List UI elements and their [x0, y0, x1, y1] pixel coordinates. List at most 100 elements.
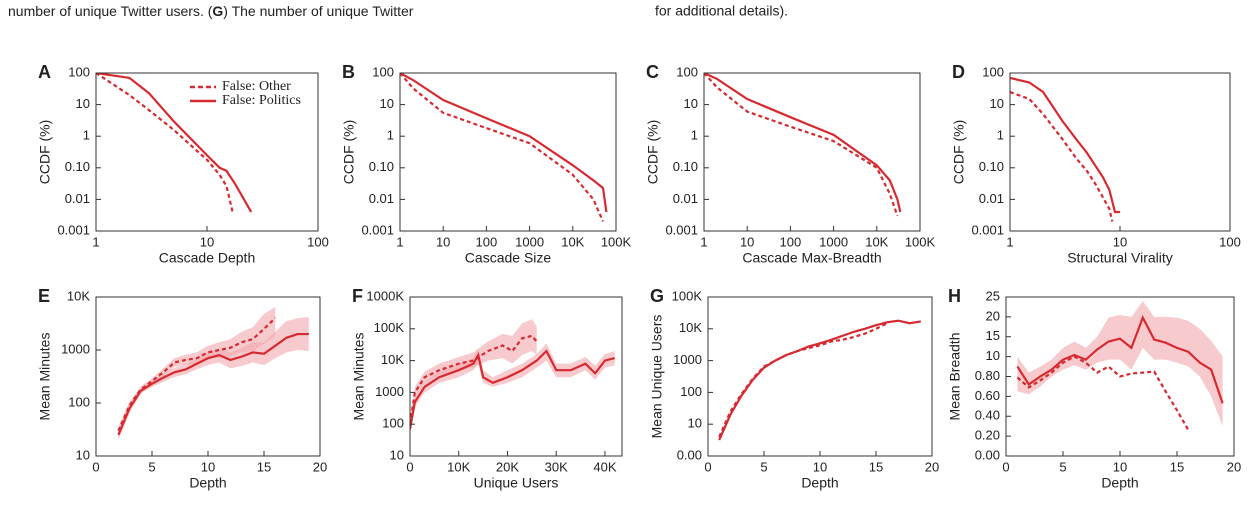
x-axis-label: Depth [189, 475, 226, 491]
y-tick-label: 0.001 [57, 222, 90, 237]
x-tick-label: 10 [1113, 459, 1127, 474]
x-axis-label: Depth [1101, 475, 1138, 491]
x-tick-label: 10K [447, 459, 470, 474]
panel-label: B [342, 62, 355, 82]
caption-text: number of unique Twitter users. ( [8, 3, 213, 19]
series-line [96, 73, 253, 213]
y-tick-label: 10K [679, 320, 702, 335]
y-tick-label: 1 [691, 128, 698, 143]
legend-label: False: Politics [222, 93, 301, 108]
y-tick-label: 10 [688, 416, 702, 431]
x-tick-label: 1 [396, 234, 403, 249]
x-tick-label: 10 [1113, 234, 1127, 249]
x-tick-label: 10 [200, 234, 214, 249]
x-tick-label: 100 [307, 234, 329, 249]
y-tick-label: 1 [997, 128, 1004, 143]
y-tick-label: 0.01 [979, 191, 1004, 206]
x-tick-label: 10 [740, 234, 754, 249]
x-tick-label: 1 [700, 234, 707, 249]
x-tick-label: 1 [92, 234, 99, 249]
x-tick-label: 100 [780, 234, 802, 249]
series-line [1016, 314, 1224, 404]
y-tick-label: 1000 [673, 352, 702, 367]
y-tick-label: 0.10 [979, 159, 1004, 174]
y-tick-label: 1 [83, 128, 90, 143]
x-tick-label: 0 [406, 459, 413, 474]
y-axis-label: Mean Minutes [351, 333, 367, 421]
y-tick-label: 100 [68, 64, 90, 79]
y-axis-label: CCDF (%) [37, 120, 53, 185]
confidence-band [118, 306, 276, 435]
y-tick-label: 0.00 [975, 447, 1000, 462]
y-tick-label: 1000 [61, 341, 90, 356]
y-tick-label: 0.10 [65, 159, 90, 174]
x-axis-label: Unique Users [474, 475, 559, 491]
x-tick-label: 15 [1170, 459, 1184, 474]
x-tick-label: 20 [925, 459, 939, 474]
y-tick-label: 25 [986, 288, 1000, 303]
y-tick-label: 100K [672, 288, 703, 303]
series-line [410, 334, 538, 425]
panel-label: C [646, 62, 659, 82]
series-line [400, 73, 608, 213]
y-tick-label: 10 [684, 96, 698, 111]
y-tick-label: 100K [374, 320, 405, 335]
caption-text: ) The number of unique Twitter [223, 3, 413, 19]
legend-label: False: Other [222, 79, 291, 94]
y-tick-label: 0.00 [677, 447, 702, 462]
panel-label: H [948, 286, 961, 306]
x-tick-label: 100 [1219, 234, 1241, 249]
plot-frame [409, 296, 623, 457]
x-tick-label: 10 [813, 459, 827, 474]
x-tick-label: 20 [313, 459, 327, 474]
x-tick-label: 20K [496, 459, 519, 474]
x-tick-label: 1000 [819, 234, 848, 249]
plot-frame [703, 72, 921, 232]
y-axis-label: CCDF (%) [951, 120, 967, 185]
x-tick-label: 10K [561, 234, 584, 249]
x-tick-label: 10 [201, 459, 215, 474]
x-tick-label: 1000 [515, 234, 544, 249]
y-tick-label: 100 [680, 384, 702, 399]
confidence-band [410, 319, 537, 430]
series-line [704, 73, 899, 217]
x-tick-label: 100K [905, 234, 936, 249]
x-tick-label: 1 [1006, 234, 1013, 249]
x-axis-label: Cascade Max-Breadth [742, 250, 881, 266]
y-tick-label: 0.001 [665, 222, 698, 237]
x-axis-label: Depth [801, 475, 838, 491]
y-tick-label: 10 [390, 447, 404, 462]
y-tick-label: 0.01 [369, 191, 394, 206]
y-axis-label: CCDF (%) [341, 120, 357, 185]
y-tick-label: 0.10 [369, 159, 394, 174]
x-axis-label: Structural Virality [1067, 250, 1173, 266]
x-tick-label: 30K [545, 459, 568, 474]
y-axis-label: Mean Unique Users [649, 315, 665, 439]
y-tick-label: 10 [380, 96, 394, 111]
panel-label: A [38, 62, 51, 82]
y-tick-label: 0.001 [971, 222, 1004, 237]
y-tick-label: 1000 [375, 384, 404, 399]
series-line [704, 73, 902, 213]
x-axis-label: Cascade Depth [159, 250, 256, 266]
y-tick-label: 10K [381, 352, 404, 367]
series-line [400, 73, 605, 222]
x-axis-label: Cascade Size [465, 250, 552, 266]
y-tick-label: 10K [67, 288, 90, 303]
x-tick-label: 10K [865, 234, 888, 249]
y-tick-label: 0.001 [361, 222, 394, 237]
y-tick-label: 100 [372, 64, 394, 79]
caption-right: for additional details). [655, 3, 788, 19]
x-tick-label: 0 [704, 459, 711, 474]
plot-frame [95, 296, 321, 457]
y-axis-label: CCDF (%) [645, 120, 661, 185]
y-tick-label: 100 [982, 64, 1004, 79]
x-tick-label: 0 [1002, 459, 1009, 474]
plot-frame [1009, 72, 1231, 232]
y-tick-label: 100 [68, 394, 90, 409]
plot-frame [399, 72, 617, 232]
y-tick-label: 20 [986, 308, 1000, 323]
y-tick-label: 0.40 [975, 408, 1000, 423]
panel-label: D [952, 62, 965, 82]
